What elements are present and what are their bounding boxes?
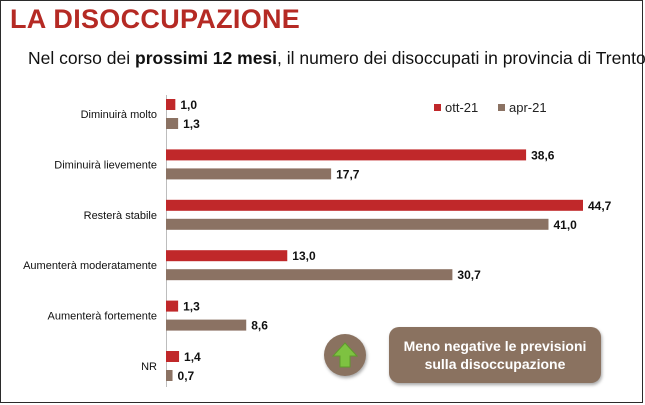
bar-ott-21 bbox=[166, 99, 176, 110]
chart-bars: Diminuirà molto 1,0 1,3 Diminuirà lievement… bbox=[23, 98, 612, 383]
data-label: 44,7 bbox=[588, 199, 612, 213]
category-label: Resterà stabile bbox=[84, 210, 157, 222]
data-label: 1,4 bbox=[184, 350, 201, 364]
bar-apr-21 bbox=[166, 319, 247, 331]
data-label: 1,3 bbox=[183, 117, 200, 131]
bar-ott-21 bbox=[166, 351, 180, 362]
bar-ott-21 bbox=[166, 300, 179, 312]
subtitle-bold: prossimi 12 mesi bbox=[135, 48, 278, 68]
data-label: 1,0 bbox=[180, 98, 197, 112]
chart-subtitle: Nel corso dei prossimi 12 mesi, il numer… bbox=[28, 48, 645, 69]
up-arrow-icon bbox=[331, 342, 359, 368]
subtitle-pre: Nel corso dei bbox=[28, 48, 135, 68]
data-label: 0,7 bbox=[178, 369, 195, 383]
data-label: 1,3 bbox=[183, 300, 200, 314]
category-label: Aumenterà fortemente bbox=[48, 311, 157, 323]
bar-apr-21 bbox=[166, 218, 549, 230]
callout-line-1: Meno negative le previsioni bbox=[403, 338, 587, 354]
up-arrow-badge bbox=[324, 334, 366, 376]
data-label: 8,6 bbox=[251, 319, 268, 333]
chart-legend: ott-21 apr-21 bbox=[434, 100, 547, 115]
data-label: 41,0 bbox=[553, 218, 577, 232]
data-label: 38,6 bbox=[531, 148, 555, 162]
bar-ott-21 bbox=[166, 149, 527, 161]
data-label: 30,7 bbox=[457, 268, 481, 282]
callout-box: Meno negative le previsioni sulla disocc… bbox=[389, 327, 601, 383]
bar-apr-21 bbox=[166, 118, 179, 129]
legend-swatch bbox=[498, 104, 505, 111]
data-label: 17,7 bbox=[336, 167, 360, 181]
legend-swatch bbox=[434, 104, 441, 111]
subtitle-post: , il numero dei disoccupati in provincia… bbox=[277, 48, 645, 68]
bar-ott-21 bbox=[166, 250, 288, 262]
callout-text: Meno negative le previsioni sulla disocc… bbox=[404, 337, 587, 373]
category-label: Aumenterà moderatamente bbox=[23, 260, 157, 272]
callout-line-2: sulla disoccupazione bbox=[424, 356, 566, 372]
page-title: LA DISOCCUPAZIONE bbox=[10, 4, 301, 34]
data-label: 13,0 bbox=[292, 249, 316, 263]
category-label: Diminuirà lievemente bbox=[54, 159, 157, 171]
bar-apr-21 bbox=[166, 269, 453, 281]
legend-label: ott-21 bbox=[445, 100, 478, 115]
category-label: Diminuirà molto bbox=[81, 109, 157, 121]
category-label: NR bbox=[141, 361, 157, 373]
legend-label: apr-21 bbox=[509, 100, 547, 115]
bar-apr-21 bbox=[166, 168, 332, 180]
bar-ott-21 bbox=[166, 199, 583, 211]
bar-apr-21 bbox=[166, 370, 173, 381]
